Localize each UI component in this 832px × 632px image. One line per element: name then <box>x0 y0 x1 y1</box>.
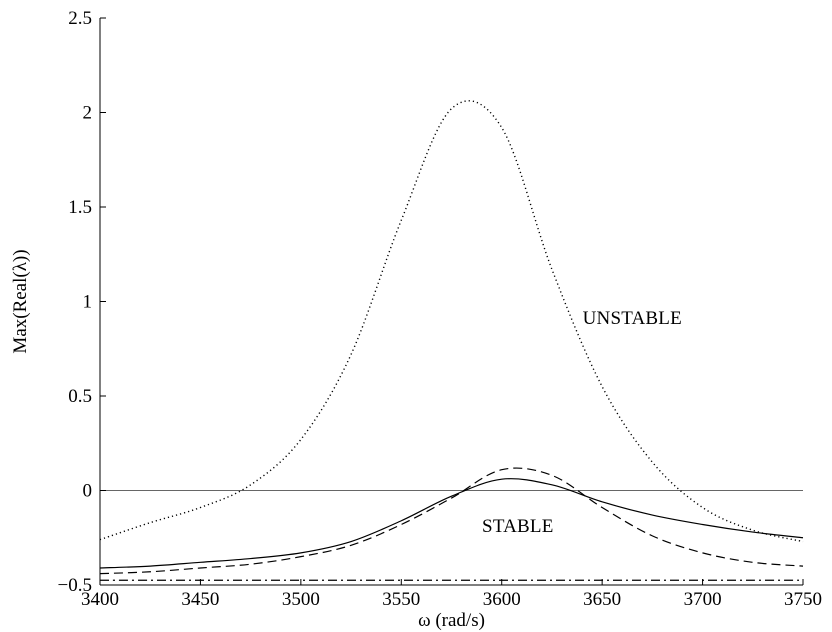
y-tick-label: 0.5 <box>68 386 92 407</box>
x-tick-label: 3750 <box>784 589 822 610</box>
y-tick-label: 2.5 <box>68 8 92 29</box>
y-axis-label: Max(Real(λ)) <box>10 249 31 353</box>
x-tick-label: 3450 <box>181 589 219 610</box>
x-axis-label: ω (rad/s) <box>418 610 485 631</box>
y-tick-label: 1.5 <box>68 197 92 218</box>
annotation-stable: STABLE <box>482 516 553 537</box>
y-tick-label: 1 <box>83 292 93 313</box>
x-tick-label: 3400 <box>81 589 119 610</box>
annotations: UNSTABLE STABLE <box>482 308 682 537</box>
y-tick-label: 0 <box>83 481 93 502</box>
x-tick-label: 3650 <box>583 589 621 610</box>
series-group <box>99 100 804 581</box>
y-tick-label: −0.5 <box>58 575 92 596</box>
series-line-dashed <box>99 467 804 575</box>
x-tick-label: 3700 <box>684 589 722 610</box>
series-line-solid <box>99 478 804 569</box>
axes <box>99 18 803 586</box>
annotation-unstable: UNSTABLE <box>583 308 682 329</box>
y-tick-label: 2 <box>83 103 93 124</box>
x-tick-label: 3500 <box>282 589 320 610</box>
series-line-dotted <box>99 100 804 543</box>
x-tick-label: 3550 <box>382 589 420 610</box>
ticks: 3400 3450 3500 3550 3600 3650 3700 3750 −0.5 0 0.5… <box>58 8 822 610</box>
x-tick-label: 3600 <box>483 589 521 610</box>
